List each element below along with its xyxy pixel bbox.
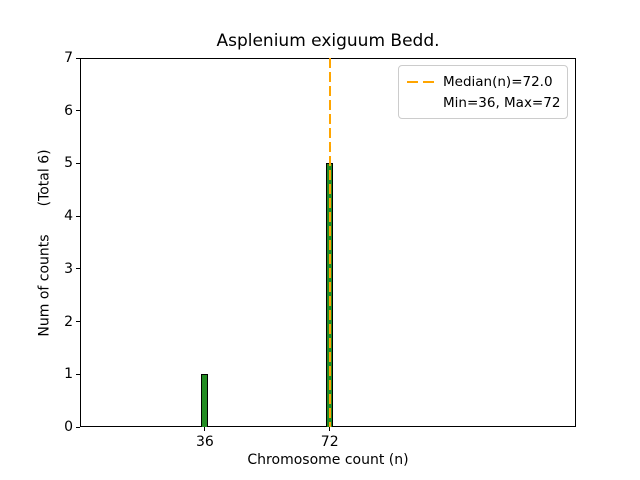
y-tick-mark <box>76 215 80 217</box>
legend-row-median: Median(n)=72.0 <box>407 71 558 92</box>
legend-row-minmax: Min=36, Max=72 <box>407 92 561 113</box>
y-tick-label: 0 <box>64 419 73 435</box>
median-dashed-line-legend-marker <box>407 80 434 83</box>
y-tick-mark <box>76 373 80 375</box>
y-tick-label: 3 <box>64 260 73 277</box>
x-tick-mark <box>329 427 331 431</box>
legend-label-median: Median(n)=72.0 <box>443 73 553 90</box>
empty-legend-marker <box>407 102 434 104</box>
y-tick-mark <box>76 162 80 164</box>
y-tick-mark <box>76 110 80 112</box>
x-axis-label: Chromosome count (n) <box>247 452 409 468</box>
median-line <box>328 58 331 427</box>
legend-label-minmax: Min=36, Max=72 <box>443 94 561 111</box>
y-tick-mark <box>76 268 80 270</box>
histogram-bar <box>201 374 209 427</box>
y-tick-label: 2 <box>64 313 73 330</box>
y-tick-label: 6 <box>64 102 73 119</box>
x-tick-label: 36 <box>195 434 214 450</box>
legend: Median(n)=72.0 Min=36, Max=72 <box>398 65 568 119</box>
x-tick-mark <box>204 427 206 431</box>
y-tick-mark <box>76 321 80 323</box>
y-tick-label: 7 <box>64 50 73 66</box>
y-tick-mark <box>76 426 80 428</box>
y-tick-label: 4 <box>64 208 73 225</box>
y-tick-label: 1 <box>64 366 73 383</box>
chart-title: Asplenium exiguum Bedd. <box>216 31 440 51</box>
x-tick-label: 72 <box>320 434 339 450</box>
y-tick-label: 5 <box>64 155 73 172</box>
y-tick-mark <box>76 57 80 59</box>
